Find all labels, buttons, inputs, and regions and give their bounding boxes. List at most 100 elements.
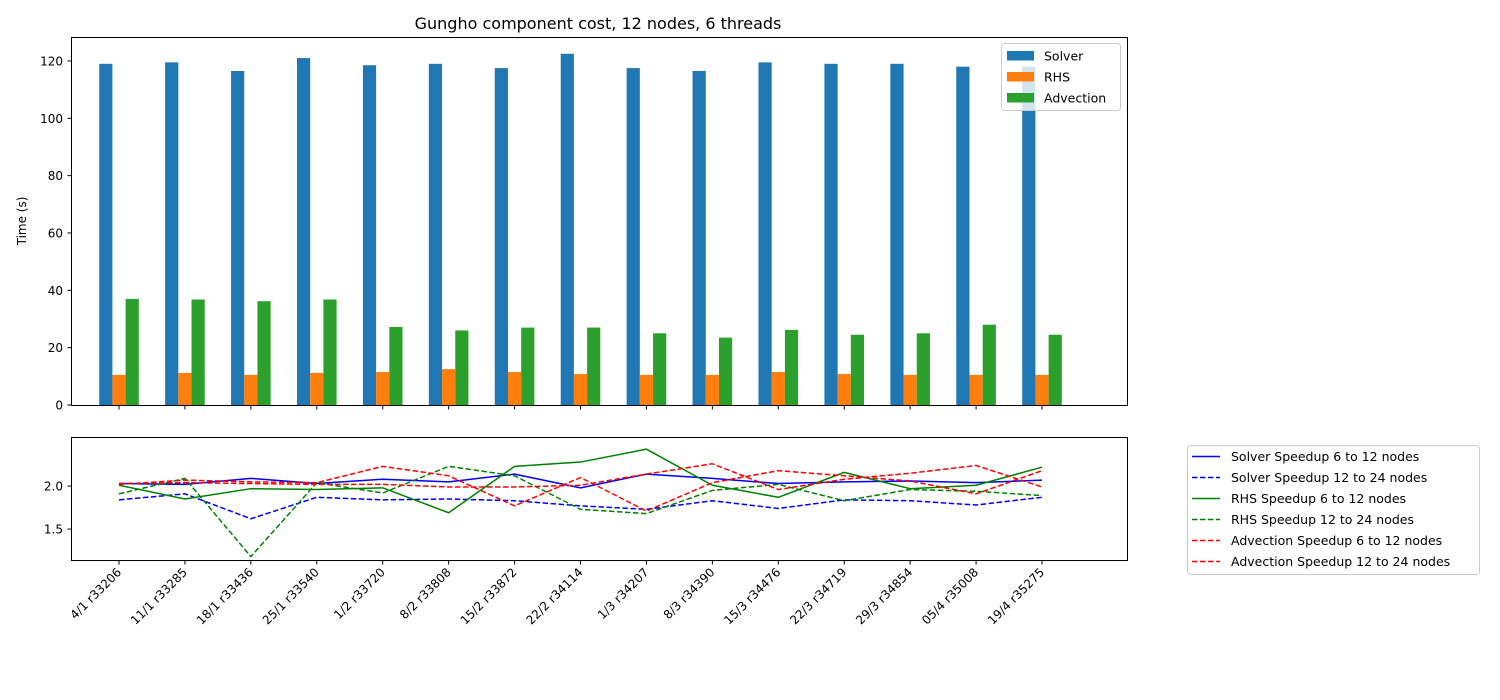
bar-solver-5	[428, 63, 443, 406]
bar-rhs-3	[310, 372, 324, 405]
x-tick-label-11: 22/3 r34719	[787, 565, 849, 627]
legend-label-rhs: RHS	[1044, 70, 1070, 85]
x-tick-label-12: 29/3 r34854	[853, 565, 915, 627]
x-tick-label-14: 19/4 r35275	[985, 565, 1047, 627]
bar-rhs-5	[442, 369, 456, 405]
speedup-legend-box	[1187, 445, 1480, 575]
bar-solver-7	[560, 53, 574, 406]
bar-rhs-14	[1035, 374, 1049, 405]
bar-rhs-10	[771, 372, 785, 405]
legend-label-advection-speedup-12-to-24-nodes: Advection Speedup 12 to 24 nodes	[1231, 554, 1450, 569]
top-y-tick-label-1: 20	[48, 341, 63, 355]
legend-label-solver-speedup-6-to-12-nodes: Solver Speedup 6 to 12 nodes	[1231, 449, 1419, 464]
bar-rhs-13	[969, 374, 983, 405]
x-tick-label-8: 1/3 r34207	[595, 565, 652, 622]
bar-advection-7	[587, 327, 601, 405]
line-solver-speedup-6-to-12-nodes	[118, 473, 1043, 489]
x-tick-label-1: 11/1 r33285	[128, 565, 190, 627]
top-y-tick-label-2: 40	[48, 284, 63, 298]
bottom-y-tick-label-0: 1.5	[44, 523, 63, 537]
bottom-y-tick-label-1: 2.0	[44, 480, 63, 494]
bar-rhs-0	[112, 374, 126, 405]
line-solver-speedup-12-to-24-nodes	[118, 493, 1043, 520]
legend-swatch-rhs	[1007, 72, 1034, 82]
bar-solver-8	[626, 68, 640, 406]
bar-solver-11	[824, 63, 838, 406]
bar-solver-2	[231, 70, 245, 405]
bar-advection-10	[784, 329, 799, 405]
bar-rhs-6	[507, 372, 522, 405]
bar-rhs-12	[903, 374, 917, 405]
top-y-tick-label-3: 60	[48, 226, 63, 240]
bar-advection-3	[323, 299, 337, 405]
bar-rhs-1	[178, 372, 192, 405]
legend-label-advection-speedup-6-to-12-nodes: Advection Speedup 6 to 12 nodes	[1231, 533, 1442, 548]
bar-solver-1	[165, 62, 179, 406]
line-group	[118, 448, 1043, 558]
legend-swatch-solver	[1007, 51, 1034, 61]
x-tick-label-4: 1/2 r33720	[331, 565, 388, 622]
bar-solver-10	[758, 62, 772, 406]
bar-advection-1	[191, 299, 205, 405]
legend-swatch-advection	[1007, 93, 1034, 103]
x-tick-label-5: 8/2 r33808	[397, 565, 454, 622]
x-tick-label-0: 4/1 r33206	[67, 565, 124, 622]
top-y-tick-label-0: 0	[55, 399, 63, 413]
bar-rhs-4	[376, 372, 390, 405]
y-axis-label: Time (s)	[15, 197, 29, 247]
legend-label-advection: Advection	[1044, 91, 1106, 106]
line-rhs-speedup-12-to-24-nodes	[118, 465, 1043, 558]
bar-advection-8	[653, 333, 667, 405]
chart-title: Gungho component cost, 12 nodes, 6 threa…	[415, 14, 782, 33]
bar-legend: Solver RHS Advection	[1001, 43, 1121, 111]
x-tick-label-6: 15/2 r33872	[458, 565, 520, 627]
bar-group	[99, 53, 1062, 406]
x-tick-label-2: 18/1 r33436	[194, 565, 256, 627]
line-advection-speedup-6-to-12-nodes	[118, 465, 1043, 512]
bar-solver-4	[362, 65, 377, 406]
legend-label-solver-speedup-12-to-24-nodes: Solver Speedup 12 to 24 nodes	[1231, 470, 1427, 485]
bar-advection-5	[455, 330, 469, 405]
bar-advection-9	[718, 337, 733, 405]
legend-label-solver: Solver	[1044, 49, 1084, 64]
line-rhs-speedup-6-to-12-nodes	[118, 448, 1043, 514]
cost-bar-chart: 0 20 40 60 80 100 120 Solver RHS Advection	[40, 37, 1128, 413]
top-y-ticks: 0 20 40 60 80 100 120	[40, 54, 1043, 413]
bar-rhs-8	[639, 374, 654, 405]
bar-solver-3	[296, 58, 311, 405]
bar-solver-0	[99, 63, 113, 406]
bar-advection-4	[389, 327, 403, 405]
bar-advection-6	[521, 327, 535, 405]
top-plot-frame	[71, 37, 1128, 406]
bottom-plot-frame	[71, 437, 1128, 561]
line-advection-speedup-12-to-24-nodes	[118, 463, 1043, 491]
x-tick-label-13: 05/4 r35008	[919, 565, 981, 627]
bar-rhs-7	[573, 374, 588, 405]
legend-label-rhs-speedup-6-to-12-nodes: RHS Speedup 6 to 12 nodes	[1231, 491, 1406, 506]
x-tick-label-10: 15/3 r34476	[721, 565, 783, 627]
legend-label-rhs-speedup-12-to-24-nodes: RHS Speedup 12 to 24 nodes	[1231, 512, 1414, 527]
speedup-line-chart: 1.52.0 4/1 r33206 11/1 r33285 18/1 r33436 2…	[44, 437, 1480, 627]
x-tick-label-7: 22/2 r34114	[523, 565, 585, 627]
bar-rhs-9	[705, 374, 719, 405]
bar-rhs-2	[244, 374, 258, 405]
bar-advection-13	[982, 324, 996, 405]
bar-solver-14	[1022, 66, 1036, 406]
top-y-tick-label-5: 100	[40, 112, 63, 126]
bar-rhs-11	[837, 374, 851, 405]
bar-advection-2	[257, 301, 271, 405]
bar-advection-11	[850, 334, 865, 405]
x-ticks: 4/1 r33206 11/1 r33285 18/1 r33436 25/1 r33…	[67, 560, 1047, 627]
x-tick-label-9: 8/3 r34390	[661, 565, 718, 622]
bar-solver-6	[494, 68, 508, 406]
bar-solver-13	[956, 66, 970, 406]
bar-solver-9	[692, 70, 706, 405]
speedup-legend: Solver Speedup 6 to 12 nodes Solver Speed…	[1187, 445, 1480, 575]
bar-advection-14	[1048, 334, 1062, 405]
bar-advection-0	[125, 298, 139, 405]
x-tick-label-3: 25/1 r33540	[260, 565, 322, 627]
bottom-y-ticks: 1.5 2.0	[44, 480, 72, 537]
bar-advection-12	[916, 333, 930, 405]
bar-solver-12	[890, 63, 904, 406]
